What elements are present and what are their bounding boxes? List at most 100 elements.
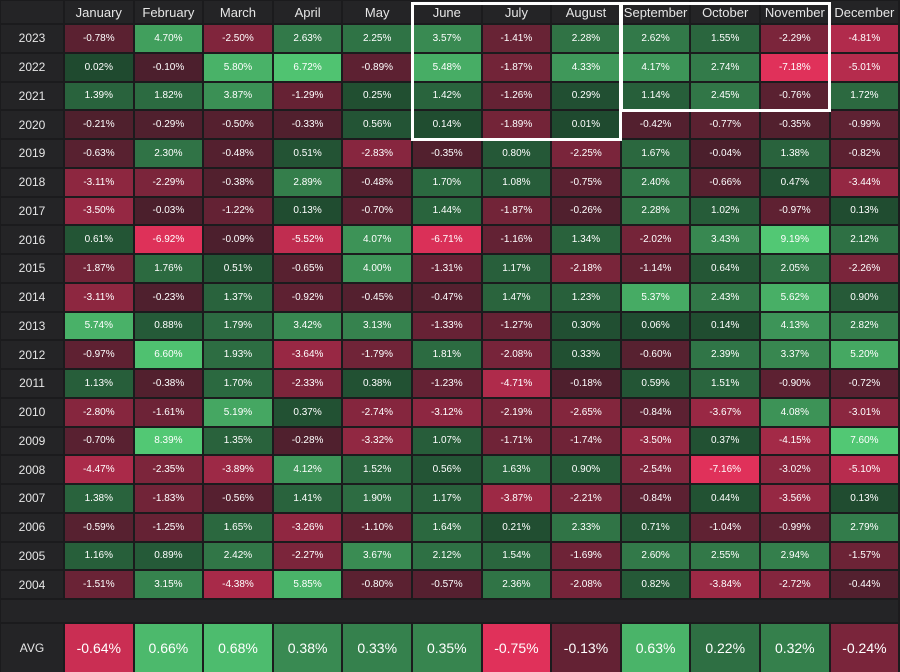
heatmap-cell-2009-march: 1.35% xyxy=(204,427,272,455)
heatmap-cell-2011-november: -0.90% xyxy=(761,370,829,397)
month-header-december: December xyxy=(830,1,899,23)
heatmap-cell-2023-january: -0.78% xyxy=(65,25,133,52)
year-label-2010: 2010 xyxy=(1,398,63,426)
heatmap-cell-2013-july: -1.27% xyxy=(482,312,551,340)
heatmap-cell-2008-april: 4.12% xyxy=(273,456,342,483)
heatmap-cell-2012-november: 3.37% xyxy=(761,341,829,368)
heatmap-cell-2007-august: -2.21% xyxy=(552,485,620,512)
heatmap-cell-2019-november: 1.38% xyxy=(761,140,829,167)
heatmap-cell-2023-december: -4.81% xyxy=(830,25,899,52)
heatmap-cell-2011-march: 1.70% xyxy=(204,370,272,397)
heatmap-cell-2016-september: -2.02% xyxy=(621,226,690,253)
heatmap-cell-2020-september: -0.42% xyxy=(621,111,690,138)
heatmap-cell-2021-february: 1.82% xyxy=(134,82,203,110)
heatmap-cell-2004-january: -1.51% xyxy=(65,571,133,598)
heatmap-cell-2021-june: 1.42% xyxy=(413,82,481,110)
month-header-october: October xyxy=(691,1,759,23)
heatmap-cell-2016-may: 4.07% xyxy=(343,226,411,253)
heatmap-cell-2020-may: 0.56% xyxy=(343,111,411,138)
heatmap-cell-2022-december: -5.01% xyxy=(830,53,899,81)
heatmap-cell-2018-june: 1.70% xyxy=(413,168,481,196)
heatmap-cell-2022-january: 0.02% xyxy=(65,53,133,81)
heatmap-cell-2009-october: 0.37% xyxy=(691,427,759,455)
heatmap-cell-2010-july: -2.19% xyxy=(482,398,551,426)
heatmap-cell-2012-january: -0.97% xyxy=(65,341,133,368)
year-label-2013: 2013 xyxy=(1,312,63,340)
heatmap-cell-2020-august: 0.01% xyxy=(552,111,620,138)
heatmap-cell-2008-january: -4.47% xyxy=(65,456,133,483)
heatmap-cell-2013-august: 0.30% xyxy=(552,312,620,340)
heatmap-cell-2005-february: 0.89% xyxy=(134,542,203,570)
heatmap-cell-2023-march: -2.50% xyxy=(204,25,272,52)
heatmap-cell-2014-february: -0.23% xyxy=(134,283,203,311)
month-header-april: April xyxy=(273,1,342,23)
heatmap-cell-2014-january: -3.11% xyxy=(65,283,133,311)
year-label-2015: 2015 xyxy=(1,255,63,282)
heatmap-cell-2004-july: 2.36% xyxy=(482,571,551,598)
heatmap-cell-2015-january: -1.87% xyxy=(65,255,133,282)
heatmap-cell-2018-april: 2.89% xyxy=(273,168,342,196)
heatmap-cell-2013-january: 5.74% xyxy=(65,312,133,340)
heatmap-cell-2019-october: -0.04% xyxy=(691,140,759,167)
avg-cell-may: 0.33% xyxy=(343,624,411,672)
heatmap-cell-2020-november: -0.35% xyxy=(761,111,829,138)
heatmap-cell-2016-january: 0.61% xyxy=(65,226,133,253)
heatmap-cell-2017-april: 0.13% xyxy=(273,197,342,225)
month-header-february: February xyxy=(134,1,203,23)
heatmap-cell-2004-october: -3.84% xyxy=(691,571,759,598)
heatmap-cell-2006-june: 1.64% xyxy=(413,513,481,541)
heatmap-cell-2004-june: -0.57% xyxy=(413,571,481,598)
heatmap-cell-2016-february: -6.92% xyxy=(134,226,203,253)
heatmap-cell-2023-june: 3.57% xyxy=(413,25,481,52)
heatmap-cell-2022-september: 4.17% xyxy=(621,53,690,81)
heatmap-cell-2006-august: 2.33% xyxy=(552,513,620,541)
heatmap-cell-2019-february: 2.30% xyxy=(134,140,203,167)
heatmap-cell-2020-january: -0.21% xyxy=(65,111,133,138)
heatmap-cell-2015-december: -2.26% xyxy=(830,255,899,282)
heatmap-cell-2005-october: 2.55% xyxy=(691,542,759,570)
heatmap-cell-2014-may: -0.45% xyxy=(343,283,411,311)
heatmap-cell-2014-april: -0.92% xyxy=(273,283,342,311)
heatmap-cell-2015-august: -2.18% xyxy=(552,255,620,282)
heatmap-cell-2017-may: -0.70% xyxy=(343,197,411,225)
heatmap-cell-2022-november: -7.18% xyxy=(761,53,829,81)
heatmap-cell-2005-december: -1.57% xyxy=(830,542,899,570)
heatmap-cell-2011-december: -0.72% xyxy=(830,370,899,397)
month-header-may: May xyxy=(343,1,411,23)
heatmap-cell-2016-november: 9.19% xyxy=(761,226,829,253)
heatmap-cell-2016-july: -1.16% xyxy=(482,226,551,253)
avg-cell-january: -0.64% xyxy=(65,624,133,672)
avg-cell-november: 0.32% xyxy=(761,624,829,672)
heatmap-cell-2019-may: -2.83% xyxy=(343,140,411,167)
heatmap-cell-2007-july: -3.87% xyxy=(482,485,551,512)
heatmap-cell-2022-july: -1.87% xyxy=(482,53,551,81)
avg-cell-june: 0.35% xyxy=(413,624,481,672)
heatmap-cell-2014-november: 5.62% xyxy=(761,283,829,311)
heatmap-cell-2012-february: 6.60% xyxy=(134,341,203,368)
heatmap-cell-2008-march: -3.89% xyxy=(204,456,272,483)
corner-cell xyxy=(1,1,63,23)
year-label-2019: 2019 xyxy=(1,140,63,167)
heatmap-cell-2014-august: 1.23% xyxy=(552,283,620,311)
heatmap-cell-2015-september: -1.14% xyxy=(621,255,690,282)
heatmap-cell-2017-november: -0.97% xyxy=(761,197,829,225)
month-header-june: June xyxy=(413,1,481,23)
heatmap-cell-2020-march: -0.50% xyxy=(204,111,272,138)
heatmap-cell-2012-september: -0.60% xyxy=(621,341,690,368)
heatmap-cell-2020-june: 0.14% xyxy=(413,111,481,138)
heatmap-cell-2015-november: 2.05% xyxy=(761,255,829,282)
heatmap-cell-2004-march: -4.38% xyxy=(204,571,272,598)
heatmap-cell-2016-october: 3.43% xyxy=(691,226,759,253)
heatmap-cell-2011-february: -0.38% xyxy=(134,370,203,397)
heatmap-cell-2018-december: -3.44% xyxy=(830,168,899,196)
heatmap-cell-2007-june: 1.17% xyxy=(413,485,481,512)
month-header-september: September xyxy=(621,1,690,23)
heatmap-cell-2010-june: -3.12% xyxy=(413,398,481,426)
heatmap-cell-2016-june: -6.71% xyxy=(413,226,481,253)
year-label-2021: 2021 xyxy=(1,82,63,110)
heatmap-cell-2007-december: 0.13% xyxy=(830,485,899,512)
heatmap-cell-2004-may: -0.80% xyxy=(343,571,411,598)
heatmap-cell-2013-november: 4.13% xyxy=(761,312,829,340)
heatmap-cell-2009-april: -0.28% xyxy=(273,427,342,455)
heatmap-cell-2008-october: -7.16% xyxy=(691,456,759,483)
